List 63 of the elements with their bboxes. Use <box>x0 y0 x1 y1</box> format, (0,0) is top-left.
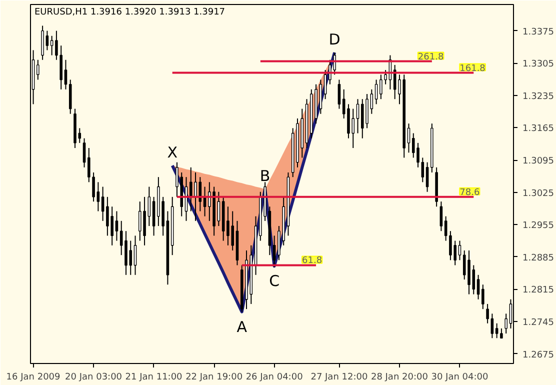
series-label: 61.8 <box>302 256 322 266</box>
candlestick <box>426 162 429 192</box>
candlestick <box>82 138 86 168</box>
candlestick <box>407 123 410 154</box>
y-tick-label: 1.2885 <box>522 253 554 264</box>
candlestick <box>370 88 374 114</box>
candlestick <box>92 172 95 202</box>
candlestick <box>374 79 378 105</box>
candlestick <box>96 182 100 212</box>
candlestick <box>444 216 448 242</box>
candlestick <box>101 186 104 222</box>
candlestick <box>440 201 443 232</box>
candlestick <box>217 191 220 226</box>
candlestick <box>495 322 498 339</box>
candlestick <box>338 79 341 110</box>
x-tick-label: 30 Jan 04:00 <box>431 372 488 382</box>
candlestick <box>50 35 54 56</box>
series-label: 161.8 <box>460 64 486 74</box>
annotation: D <box>328 30 340 48</box>
y-tick-label: 1.3095 <box>522 156 554 167</box>
candlestick <box>482 284 484 310</box>
y-tick-label: 1.3165 <box>522 124 554 134</box>
candlestick <box>64 59 68 90</box>
candlestick <box>486 303 489 324</box>
y-tick-label: 1.3305 <box>522 60 554 70</box>
y-tick-label: 1.2815 <box>522 286 554 296</box>
x-tick-label: 22 Jan 19:00 <box>186 372 243 382</box>
y-tick-label: 1.3375 <box>522 27 554 38</box>
candlestick <box>342 88 346 119</box>
x-tick-label: 27 Jan 12:00 <box>310 372 368 382</box>
annotation: X <box>167 144 178 162</box>
candlestick <box>120 220 123 256</box>
candlestick <box>134 235 137 276</box>
series-label: 261.8 <box>418 52 444 62</box>
annotation: A <box>236 318 248 336</box>
candlestick <box>504 313 508 334</box>
y-tick-label: 1.2955 <box>522 221 554 232</box>
candlestick <box>324 70 327 100</box>
candlestick <box>88 148 90 183</box>
x-tick-label: 20 Jan 03:00 <box>65 372 122 382</box>
series-label: 78.6 <box>460 188 480 198</box>
y-tick-label: 1.2745 <box>522 318 554 328</box>
x-tick-label: 28 Jan 20:00 <box>370 372 428 382</box>
chart-title: EURUSD,H1 1.3916 1.3920 1.3913 1.3917 <box>34 8 226 18</box>
annotation: B <box>260 167 270 186</box>
candlestick <box>36 59 40 80</box>
candlestick <box>458 240 462 261</box>
y-tick-label: 1.3025 <box>522 188 554 199</box>
candlestick <box>356 98 360 134</box>
candlestick <box>148 186 151 226</box>
x-tick-label: 26 Jan 04:00 <box>246 372 304 382</box>
candlestick <box>490 313 494 339</box>
x-tick-label: 21 Jan 11:00 <box>125 372 183 382</box>
candlestick <box>272 235 276 268</box>
candlestick <box>421 157 424 183</box>
candlestick <box>46 30 49 51</box>
annotation: C <box>269 272 280 290</box>
x-tick-label: 16 Jan 2009 <box>6 372 61 382</box>
y-tick-label: 1.3235 <box>522 92 554 102</box>
candlestick <box>476 274 480 300</box>
candlestick <box>500 328 503 339</box>
candlestick <box>115 210 118 242</box>
y-tick-label: 1.2675 <box>522 350 554 360</box>
